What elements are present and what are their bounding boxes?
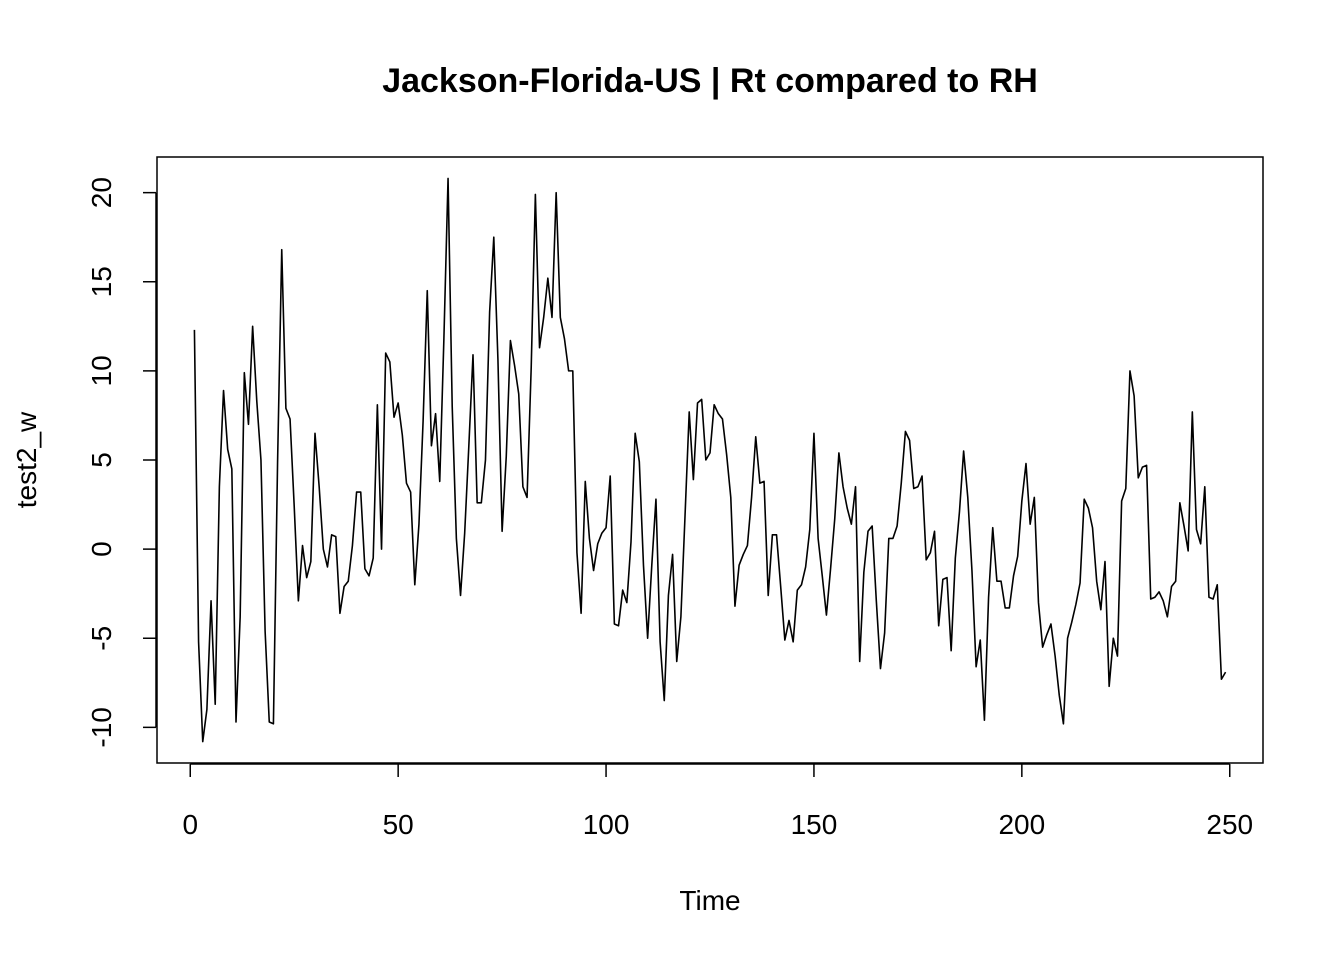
y-tick-label: 15 xyxy=(86,266,117,297)
x-axis: 0 50 100 150 200 250 xyxy=(182,763,1253,840)
y-tick-label: 5 xyxy=(86,452,117,468)
y-tick-label: -5 xyxy=(86,626,117,651)
plot-area-frame xyxy=(156,156,1264,764)
series-layer xyxy=(193,177,1227,743)
y-axis-label: test2_w xyxy=(11,411,42,508)
y-tick-label: 10 xyxy=(86,355,117,386)
x-tick-label: 200 xyxy=(998,809,1045,840)
x-tick-label: 0 xyxy=(182,809,198,840)
x-tick-label: 100 xyxy=(583,809,630,840)
y-tick-label: 0 xyxy=(86,541,117,557)
x-tick-label: 250 xyxy=(1206,809,1253,840)
y-axis: -10 -5 0 5 10 15 20 xyxy=(86,177,157,748)
x-axis-label: Time xyxy=(679,885,740,916)
x-tick-label: 50 xyxy=(383,809,414,840)
y-tick-label: -10 xyxy=(86,707,117,747)
y-tick-label: 20 xyxy=(86,177,117,208)
chart-title: Jackson-Florida-US | Rt compared to RH xyxy=(382,62,1038,100)
x-tick-label: 150 xyxy=(791,809,838,840)
series-line-0 xyxy=(193,177,1227,743)
